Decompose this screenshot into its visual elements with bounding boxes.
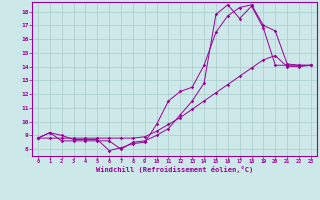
X-axis label: Windchill (Refroidissement éolien,°C): Windchill (Refroidissement éolien,°C) (96, 166, 253, 173)
